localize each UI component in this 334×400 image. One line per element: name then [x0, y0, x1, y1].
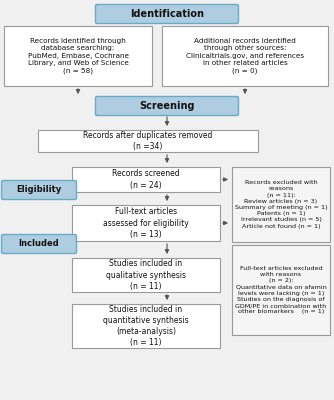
FancyBboxPatch shape — [96, 4, 238, 24]
Bar — [72, 304, 220, 348]
Bar — [72, 258, 220, 292]
Text: Screening: Screening — [139, 101, 195, 111]
Text: Eligibility: Eligibility — [16, 186, 62, 194]
FancyBboxPatch shape — [1, 234, 76, 254]
Text: Studies included in
qualitative synthesis
(n = 11): Studies included in qualitative synthesi… — [106, 260, 186, 290]
Text: Records after duplicates removed
(n =34): Records after duplicates removed (n =34) — [83, 131, 213, 151]
Text: Records excluded with
reasons
(n = 11):
Review articles (n = 3)
Summary of meeti: Records excluded with reasons (n = 11): … — [235, 180, 327, 229]
Text: Full-text articles
assessed for eligibility
(n = 13): Full-text articles assessed for eligibil… — [103, 207, 189, 238]
Bar — [72, 205, 220, 241]
FancyBboxPatch shape — [1, 180, 76, 200]
Text: Studies included in
quantitative synthesis
(meta-analysis)
(n = 11): Studies included in quantitative synthes… — [103, 305, 189, 347]
Bar — [4, 26, 152, 86]
Text: Full-text articles excluded
with reasons
(n = 2):
Quantitative data on afamin
le: Full-text articles excluded with reasons… — [235, 266, 327, 314]
Text: Included: Included — [19, 240, 59, 248]
Text: Identification: Identification — [130, 9, 204, 19]
Bar — [72, 167, 220, 192]
FancyBboxPatch shape — [96, 96, 238, 116]
Bar — [38, 130, 258, 152]
Text: Additional records identified
through other sources:
Clinicaltrials.gov, and ref: Additional records identified through ot… — [186, 38, 304, 74]
Bar — [232, 245, 330, 335]
Bar — [232, 167, 330, 242]
Text: Records identified through
database searching:
PubMed, Embase, Cochrane
Library,: Records identified through database sear… — [27, 38, 129, 74]
Bar — [162, 26, 328, 86]
Text: Records screened
(n = 24): Records screened (n = 24) — [112, 170, 180, 190]
